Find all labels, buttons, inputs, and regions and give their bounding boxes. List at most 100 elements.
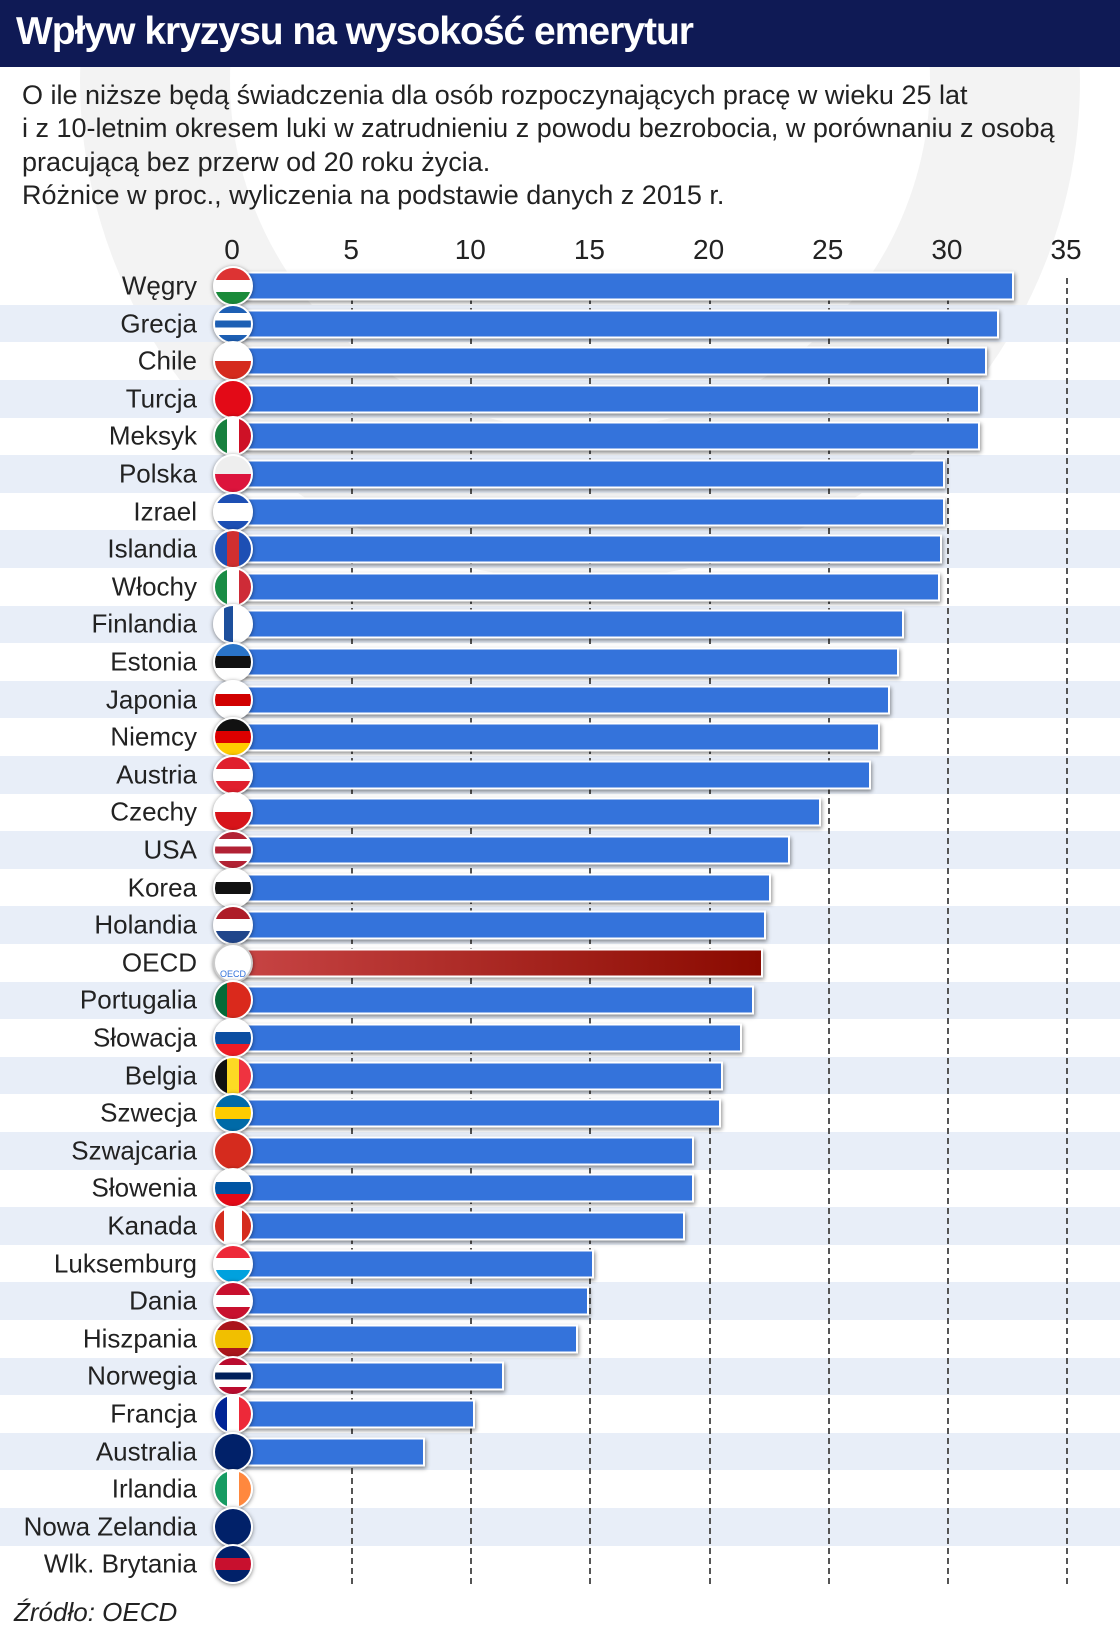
- x-tick-label: 30: [931, 234, 963, 265]
- flag-icon-estonia: [213, 642, 253, 682]
- flag-icon-oecd: OECD: [213, 942, 253, 983]
- category-label: Austria: [116, 759, 197, 790]
- flag-icon-meksyk: [213, 416, 253, 457]
- bar-polska: [232, 459, 945, 489]
- gridline: [1066, 278, 1069, 1584]
- bar-austria: [232, 760, 871, 790]
- flag-icon-turcja: [213, 378, 253, 419]
- bar-włochy: [232, 572, 940, 602]
- flag-icon-kanada: [213, 1206, 253, 1246]
- bar-australia: [232, 1437, 426, 1467]
- flag-icon-słowenia: [213, 1168, 253, 1209]
- bar-oecd: [232, 948, 764, 978]
- flag-icon-grecja: [213, 303, 253, 344]
- category-label: Dania: [129, 1285, 197, 1316]
- category-label: Belgia: [124, 1060, 197, 1091]
- flag-icon-norwegia: [213, 1356, 253, 1397]
- gridline: [827, 278, 830, 1584]
- bar-kanada: [232, 1211, 685, 1241]
- bar-estonia: [232, 647, 900, 677]
- flag-icon-usa: [213, 830, 253, 870]
- subtitle-line: Różnice w proc., wyliczenia na podstawie…: [22, 180, 725, 210]
- category-label: Norwegia: [87, 1360, 197, 1391]
- x-tick-label: 5: [343, 234, 359, 265]
- category-label: Słowacja: [92, 1022, 197, 1053]
- bar-słowenia: [232, 1173, 695, 1203]
- bar-belgia: [232, 1061, 723, 1091]
- category-label: Estonia: [110, 646, 197, 677]
- flag-icon-polska: [213, 454, 253, 494]
- flag-icon-niemcy: [213, 717, 253, 758]
- bar-holandia: [232, 910, 766, 940]
- bar-izrael: [232, 497, 945, 527]
- subtitle-line: pracującą bez przerw od 20 roku życia.: [22, 147, 491, 177]
- flag-icon-japonia: [213, 679, 253, 720]
- category-label: Szwecja: [100, 1097, 197, 1128]
- bar-finlandia: [232, 609, 904, 639]
- flag-icon-czechy: [213, 792, 253, 833]
- bar-chile: [232, 346, 988, 376]
- x-tick-label: 20: [693, 234, 725, 265]
- bar-japonia: [232, 685, 890, 715]
- bar-dania: [232, 1286, 590, 1316]
- category-label: Holandia: [94, 909, 197, 940]
- source-note: Źródło: OECD: [14, 1597, 178, 1627]
- category-label: Nowa Zelandia: [23, 1511, 197, 1542]
- flag-icon-korea: [213, 867, 253, 908]
- page-title: Wpływ kryzysu na wysokość emerytur: [16, 10, 694, 53]
- category-label: Kanada: [107, 1210, 197, 1241]
- x-tick-label: 25: [812, 234, 844, 265]
- category-label: Portugalia: [79, 984, 197, 1015]
- category-label: Grecja: [120, 308, 197, 339]
- bar-francja: [232, 1399, 476, 1429]
- category-label: Finlandia: [91, 608, 197, 639]
- flag-icon-dania: [213, 1281, 253, 1322]
- category-label: Chile: [137, 345, 197, 376]
- flag-icon-szwecja: [213, 1093, 253, 1134]
- flag-icon-nowa-zelandia: [213, 1506, 253, 1547]
- flag-icon-wlk-brytania: [213, 1544, 253, 1585]
- flag-icon-włochy: [213, 566, 253, 607]
- category-label: Słowenia: [91, 1172, 197, 1203]
- flag-icon-hiszpania: [213, 1318, 253, 1359]
- bar-meksyk: [232, 421, 981, 451]
- bar-słowacja: [232, 1023, 742, 1053]
- flag-icon-austria: [213, 754, 253, 795]
- x-tick-label: 35: [1050, 234, 1082, 265]
- bar-szwajcaria: [232, 1136, 695, 1166]
- bar-portugalia: [232, 985, 754, 1015]
- category-label: Japonia: [105, 684, 197, 715]
- category-label: Luksemburg: [53, 1248, 197, 1279]
- bar-norwegia: [232, 1361, 504, 1391]
- flag-icon-holandia: [213, 905, 253, 946]
- category-label: Węgry: [121, 270, 197, 301]
- category-label: Czechy: [110, 796, 197, 827]
- bar-niemcy: [232, 722, 881, 752]
- flag-icon-belgia: [213, 1055, 253, 1096]
- x-tick-label: 15: [573, 234, 606, 265]
- flag-icon-chile: [213, 341, 253, 382]
- bar-usa: [232, 835, 790, 865]
- bar-w-gry: [232, 271, 1014, 301]
- flag-icon-islandia: [213, 529, 253, 570]
- category-label: USA: [143, 834, 197, 865]
- flag-icon-australia: [213, 1431, 253, 1472]
- bar-czechy: [232, 797, 821, 827]
- subtitle-line: i z 10-letnim okresem luki w zatrudnieni…: [22, 113, 1055, 143]
- category-label: Irlandia: [111, 1473, 197, 1504]
- x-tick-label: 10: [454, 234, 486, 265]
- flag-icon-w-gry: [213, 266, 253, 306]
- category-label: Islandia: [107, 533, 197, 564]
- flag-icon-izrael: [213, 491, 253, 532]
- category-label: Francja: [110, 1398, 197, 1429]
- row-band: [0, 1508, 1120, 1546]
- category-label: OECD: [121, 947, 197, 978]
- subtitle-line: O ile niższe będą świadczenia dla osób r…: [22, 80, 968, 110]
- row-band: [0, 1357, 1120, 1396]
- x-tick-label: 0: [224, 234, 240, 265]
- bar-luksemburg: [232, 1249, 595, 1279]
- bar-korea: [232, 873, 771, 903]
- flag-icon-irlandia: [213, 1469, 253, 1510]
- flag-icon-słowacja: [213, 1018, 253, 1058]
